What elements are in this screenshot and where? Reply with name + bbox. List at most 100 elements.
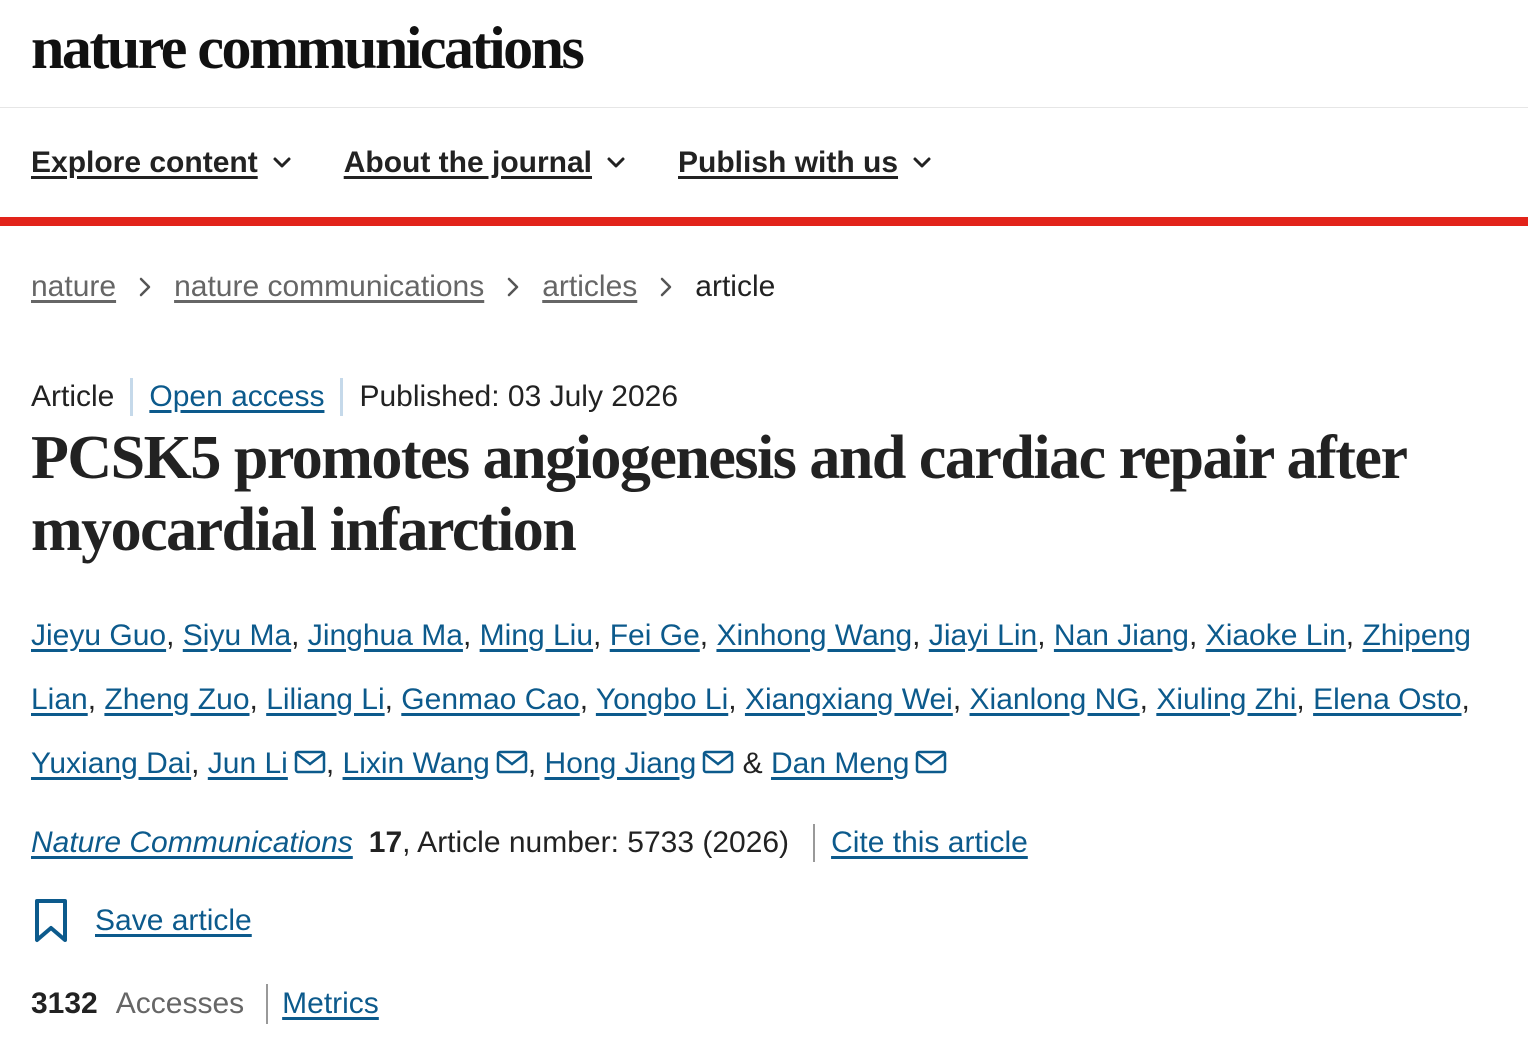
metrics-link[interactable]: Metrics [282,987,379,1020]
separator [130,378,134,416]
author-link[interactable]: Xiaoke Lin [1205,619,1346,652]
breadcrumb[interactable]: articles [542,270,638,303]
author-link[interactable]: Zheng Zuo [104,683,250,716]
author-separator: , [384,683,393,716]
logo[interactable]: nature communications [31,15,585,81]
email-icon[interactable] [702,750,734,774]
author-conjunction: & [742,747,763,780]
author-link[interactable]: Genmao Cao [401,683,580,716]
icon-part [496,750,528,774]
chevron-down [913,157,931,167]
author-separator: , [1139,683,1148,716]
icon-part [703,750,734,774]
icon-part [704,753,733,766]
nav-label: Explore content [31,145,258,179]
author-separator: , [952,683,962,716]
author-link[interactable]: Nan Jiang [1053,619,1189,652]
nav-link[interactable]: About the journal [344,146,626,180]
icon-part [917,753,946,766]
author-link[interactable]: Elena Osto [1313,683,1462,716]
open-access-link[interactable]: Open access [149,380,325,413]
nav-label: About the journal [343,145,593,179]
icon-part [296,753,324,766]
save-link[interactable]: Save article [95,904,252,937]
author-link[interactable]: Zhipeng Lian [31,619,1471,716]
chevron-right [661,277,672,297]
breadcrumbs: nature nature communications articles artic… [31,270,1520,304]
author-separator: , [1037,619,1046,652]
author-link[interactable]: Xiangxiang Wei [744,683,953,716]
author-separator: , [699,619,709,652]
author-separator: , [462,619,472,652]
chevron-right [139,277,151,297]
article-meta: Article Open access Published: 03 July 2… [31,378,1520,416]
breadcrumb[interactable]: nature [31,270,117,303]
email-icon[interactable] [294,750,326,774]
author-link[interactable]: Xinhong Wang [716,619,913,652]
cite-link[interactable]: Cite this article [831,826,1028,859]
author-separator: , [912,619,921,652]
published-date: Published: 03 July 2026 [359,380,679,413]
separator [340,378,344,416]
author-link[interactable]: Yongbo Li [595,683,729,716]
main-nav: Explore content About the journal Publish … [0,108,1528,226]
author-separator: , [1296,683,1305,716]
author-separator: , [166,619,175,652]
author-separator: , [579,683,589,716]
article-number: , Article number: 5733 (2026) [402,826,790,859]
journal-link[interactable]: Nature Communications [31,826,353,859]
chevron-down [273,157,291,167]
nav-link[interactable]: Publish with us [678,146,932,180]
author-link[interactable]: Jieyu Guo [31,619,167,652]
accesses-count: 3132 [31,987,98,1020]
icon-part [294,750,326,774]
author-separator: , [249,683,258,716]
separator [813,824,816,862]
author-link[interactable]: Liliang Li [266,683,385,716]
author-separator: , [191,747,200,780]
author-separator: , [593,619,602,652]
email-icon[interactable] [915,750,947,774]
breadcrumb[interactable]: nature communications [174,270,485,303]
metrics-row: 3132 Accesses Metrics [31,984,1520,1024]
author-link[interactable]: Jinghua Ma [307,619,463,652]
author-link[interactable]: Siyu Ma [182,619,292,652]
accesses-label: Accesses [115,987,245,1020]
article-type: Article [31,380,115,413]
breadcrumb: article [695,270,776,303]
nav-link[interactable]: Explore content [31,146,292,180]
bookmark-icon[interactable] [31,898,71,944]
icon-part [498,753,526,766]
author-link[interactable]: Dan Meng [771,747,910,780]
author-separator: , [728,683,737,716]
author-separator: , [87,683,97,716]
author-link[interactable]: Ming Liu [479,619,594,652]
author-link[interactable]: Jun Li [207,747,288,780]
chevron-right [507,277,519,297]
icon-part [916,750,947,774]
author-link[interactable]: Lixin Wang [342,747,490,780]
save-row: Save article [31,898,1520,944]
author-link[interactable]: Xiuling Zhi [1156,683,1297,716]
author-link[interactable]: Xianlong NG [969,683,1140,716]
content: nature nature communications articles artic… [0,270,1528,1024]
author-separator: , [1345,619,1355,652]
email-icon[interactable] [496,750,528,774]
separator [266,984,269,1024]
author-link[interactable]: Hong Jiang [544,747,697,780]
volume: 17 [368,826,403,859]
author-link[interactable]: Fei Ge [609,619,700,652]
author-separator: , [527,747,537,780]
citation: Nature Communications 17 , Article numbe… [31,824,1520,862]
author-separator: , [1189,619,1198,652]
author-separator: , [291,619,300,652]
author-list: Jieyu Guo, Siyu Ma, Jinghua Ma, Ming Liu… [31,604,1526,796]
nav-label: Publish with us [678,145,899,179]
site-header: nature communications [0,0,1528,108]
author-link[interactable]: Jiayi Lin [928,619,1038,652]
author-link[interactable]: Yuxiang Dai [31,747,192,780]
article-title: PCSK5 promotes angiogenesis and cardiac … [31,424,1407,564]
author-separator: , [1461,683,1470,716]
chevron-down [607,157,625,167]
